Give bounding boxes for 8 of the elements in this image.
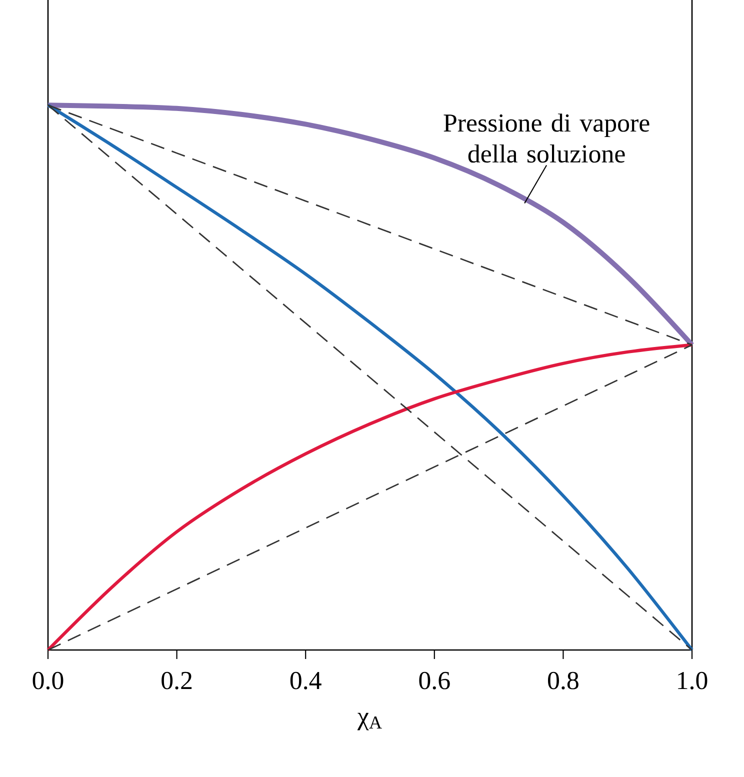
x-tick-label: 0.2: [162, 672, 192, 690]
x-axis-title: χ$_{A}$: [357, 712, 382, 730]
x-tick-label: 0.0: [32, 672, 64, 690]
x-tick-label: 0.8: [548, 672, 578, 690]
x-tick-label: 0.4: [290, 672, 322, 690]
x-tick-label: 0.6: [419, 672, 450, 690]
x-tick-label: 1.0: [678, 672, 708, 690]
annotation: Pressione di vapore della soluzione: [444, 114, 650, 163]
